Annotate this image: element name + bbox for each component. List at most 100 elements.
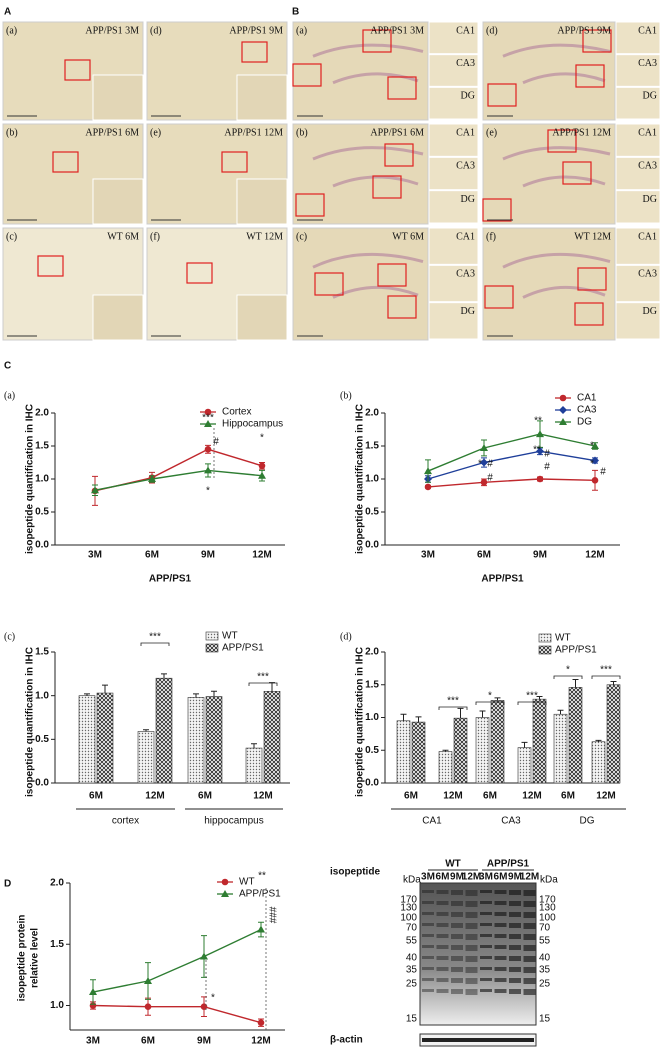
blot-band bbox=[451, 989, 463, 994]
annotation: # bbox=[213, 437, 219, 448]
image-title: APP/PS1 12M bbox=[224, 127, 283, 138]
image-title: APP/PS1 9M bbox=[229, 25, 283, 36]
roi-box bbox=[362, 29, 392, 53]
image-title: WT 12M bbox=[246, 231, 283, 242]
region-inset bbox=[428, 21, 479, 55]
region-label: CA3 bbox=[456, 161, 475, 172]
marker bbox=[480, 479, 488, 486]
blot-band bbox=[523, 901, 536, 907]
bar bbox=[155, 677, 173, 784]
x-tick-label: 6M bbox=[141, 1036, 155, 1047]
loading-band bbox=[422, 1038, 534, 1042]
blot-band bbox=[494, 934, 507, 938]
roi-box bbox=[377, 263, 407, 287]
inset bbox=[92, 294, 144, 341]
bracket bbox=[591, 675, 621, 679]
image-tag: (a) bbox=[6, 25, 17, 36]
image-tag: (b) bbox=[6, 127, 18, 138]
region-label: DG bbox=[643, 194, 657, 205]
blot-band bbox=[465, 989, 478, 995]
error-bar bbox=[251, 743, 257, 749]
y-tick-label: 2.0 bbox=[365, 647, 379, 658]
marker bbox=[204, 466, 212, 474]
error-bar bbox=[457, 707, 464, 719]
blot-band bbox=[509, 901, 521, 906]
roi-box bbox=[295, 193, 325, 217]
blot-band bbox=[494, 901, 507, 905]
region-label: CA3 bbox=[638, 161, 657, 172]
region-inset bbox=[428, 54, 479, 87]
legend-label: CA3 bbox=[577, 405, 597, 416]
kda-marker: 170 bbox=[400, 895, 417, 906]
y-tick-label: 1.5 bbox=[35, 441, 49, 452]
region-label: CA1 bbox=[456, 25, 475, 36]
kda-marker: 100 bbox=[539, 913, 556, 924]
region-label: CA3 bbox=[638, 269, 657, 280]
legend-label: APP/PS1 bbox=[555, 645, 597, 656]
marker bbox=[480, 443, 488, 451]
marker bbox=[424, 483, 432, 491]
region-label: CA1 bbox=[456, 231, 475, 242]
blot-band bbox=[523, 912, 536, 918]
legend-label: APP/PS1 bbox=[222, 643, 264, 654]
blot-band bbox=[523, 967, 536, 973]
x-tick-label: 6M bbox=[561, 791, 575, 802]
bar bbox=[490, 700, 505, 784]
lane-label: 6M bbox=[494, 872, 508, 883]
blot-band bbox=[451, 967, 463, 972]
marker bbox=[144, 1003, 152, 1011]
bar bbox=[517, 747, 532, 784]
y-axis-label: isopeptide quantification in IHC bbox=[25, 404, 36, 554]
blot-title: isopeptide bbox=[330, 867, 380, 878]
y-tick-label: 0.0 bbox=[365, 778, 379, 789]
series-line bbox=[94, 469, 263, 491]
annotation: # bbox=[487, 459, 493, 470]
roi-box bbox=[221, 151, 248, 173]
lane-label: 12M bbox=[520, 872, 539, 883]
micrograph bbox=[292, 123, 429, 225]
loading-label: β-actin bbox=[330, 1035, 363, 1046]
y-tick-label: 1.0 bbox=[365, 712, 379, 723]
blot-band bbox=[509, 912, 521, 917]
blot-band bbox=[465, 923, 478, 929]
chart-label: (d) bbox=[340, 631, 352, 642]
bar bbox=[96, 692, 114, 784]
region-inset bbox=[615, 123, 661, 157]
blot-band bbox=[480, 989, 492, 992]
y-tick-label: 0.5 bbox=[35, 734, 49, 745]
blot-band bbox=[494, 912, 507, 916]
bracket bbox=[517, 701, 547, 705]
micrograph bbox=[482, 227, 616, 341]
image-title: WT 6M bbox=[107, 231, 139, 242]
blot-band bbox=[494, 956, 507, 960]
kda-marker: 70 bbox=[406, 923, 418, 934]
y-tick-label: 1.5 bbox=[365, 441, 379, 452]
image-title: APP/PS1 9M bbox=[557, 25, 611, 36]
blot-band bbox=[494, 890, 507, 894]
x-tick-label: 12M bbox=[585, 550, 604, 561]
group-label: CA1 bbox=[422, 816, 442, 827]
blot-band bbox=[523, 989, 536, 995]
blot-band bbox=[422, 989, 434, 992]
region-label: CA1 bbox=[638, 127, 657, 138]
blot-band bbox=[436, 989, 449, 993]
kda-marker: 35 bbox=[406, 965, 418, 976]
bar bbox=[137, 731, 155, 784]
x-tick-label: 6M bbox=[477, 550, 491, 561]
marker bbox=[480, 458, 488, 467]
kda-marker: 40 bbox=[406, 953, 418, 964]
legend-label: APP/PS1 bbox=[239, 889, 281, 900]
annotation: *** bbox=[257, 672, 269, 683]
marker bbox=[424, 467, 432, 475]
region-inset bbox=[428, 264, 479, 303]
region-inset bbox=[615, 54, 661, 87]
blot-band bbox=[494, 967, 507, 971]
group-label: WT bbox=[445, 859, 461, 870]
error-bar bbox=[536, 696, 543, 700]
marker bbox=[204, 446, 212, 453]
roi-box bbox=[292, 63, 322, 87]
error-bar bbox=[161, 673, 167, 679]
legend-swatch bbox=[205, 631, 219, 641]
